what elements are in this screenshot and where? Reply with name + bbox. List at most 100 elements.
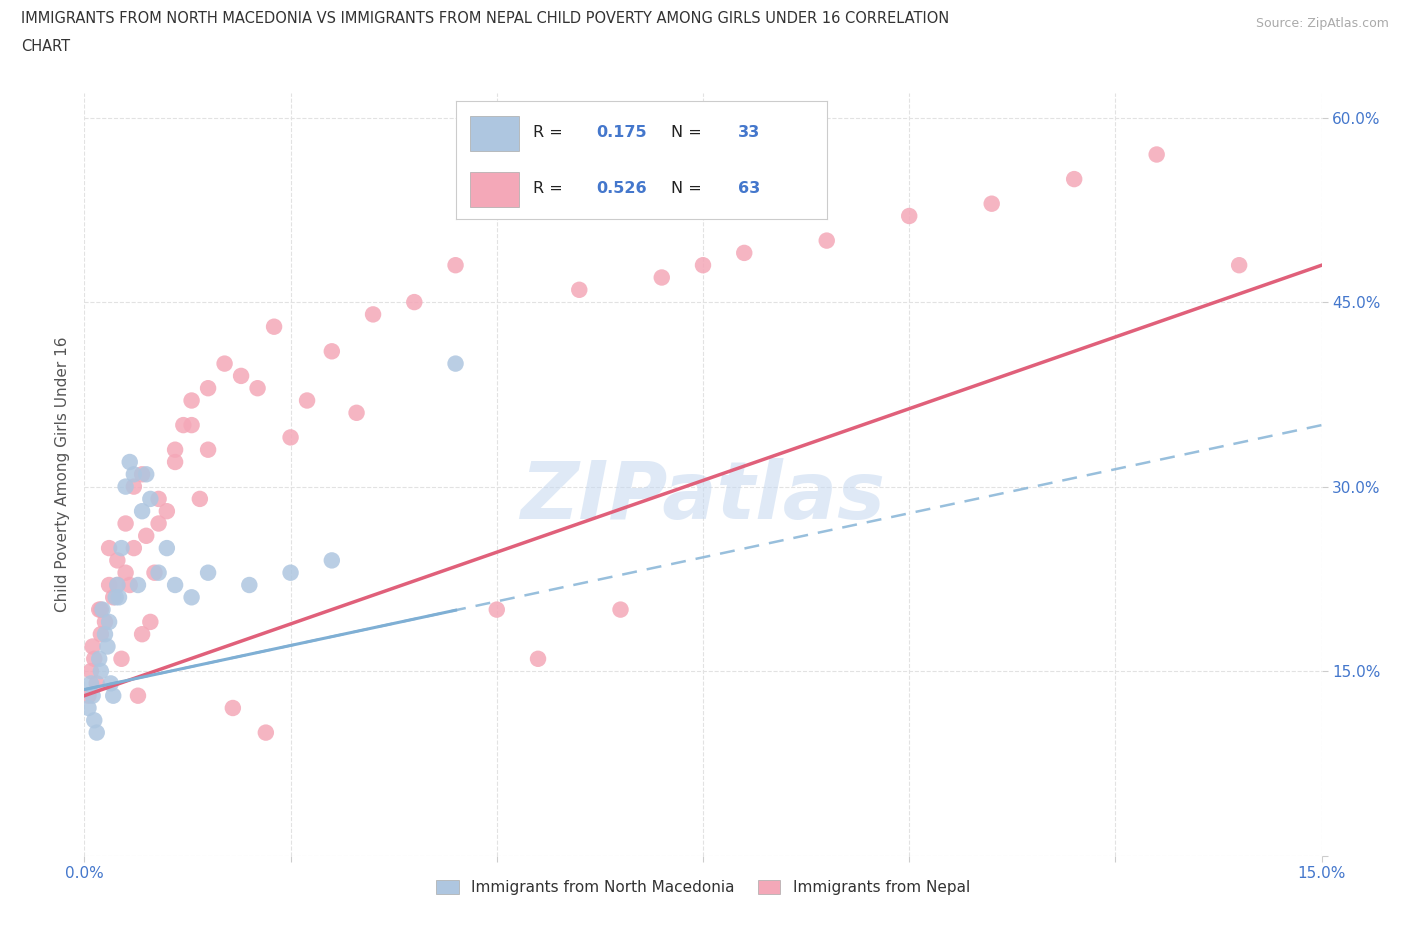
Point <box>485 602 508 617</box>
Point <box>122 467 145 482</box>
Point <box>114 479 136 494</box>
Point <box>77 700 100 715</box>
Point <box>90 627 112 642</box>
Y-axis label: Child Poverty Among Girls Under 16: Child Poverty Among Girls Under 16 <box>55 337 70 612</box>
Text: CHART: CHART <box>21 39 70 54</box>
Point <box>139 491 162 506</box>
Point <box>254 725 277 740</box>
Point <box>404 295 426 310</box>
Point <box>280 565 302 580</box>
Point <box>98 615 121 630</box>
Point <box>80 664 103 679</box>
Point <box>94 627 117 642</box>
Text: Source: ZipAtlas.com: Source: ZipAtlas.com <box>1256 17 1389 30</box>
Point <box>86 676 108 691</box>
Point <box>131 504 153 519</box>
Point <box>108 590 131 604</box>
Point <box>104 590 127 604</box>
Point <box>692 258 714 272</box>
Point <box>980 196 1002 211</box>
Point <box>165 578 187 592</box>
Point <box>148 491 170 506</box>
Point <box>118 455 141 470</box>
Point <box>127 578 149 592</box>
Point <box>118 578 141 592</box>
Point <box>651 270 673 285</box>
Point <box>98 540 121 555</box>
Point <box>100 676 122 691</box>
Point <box>80 676 103 691</box>
Point <box>143 565 166 580</box>
Point <box>127 688 149 703</box>
Point <box>105 578 128 592</box>
Point <box>1227 258 1250 272</box>
Point <box>114 565 136 580</box>
Point <box>172 418 194 432</box>
Point <box>568 283 591 298</box>
Point <box>180 590 202 604</box>
Legend: Immigrants from North Macedonia, Immigrants from Nepal: Immigrants from North Macedonia, Immigra… <box>429 872 977 903</box>
Point <box>180 418 202 432</box>
Point <box>229 368 252 383</box>
Point <box>898 208 921 223</box>
Point <box>135 528 157 543</box>
Point <box>1146 147 1168 162</box>
Point <box>110 651 132 666</box>
Point <box>197 443 219 458</box>
Point <box>238 578 260 592</box>
Point <box>197 380 219 395</box>
Point <box>246 380 269 395</box>
Point <box>91 602 114 617</box>
Point <box>98 578 121 592</box>
Point <box>165 455 187 470</box>
Point <box>1063 172 1085 187</box>
Point <box>83 651 105 666</box>
Point <box>188 491 211 506</box>
Point <box>361 307 384 322</box>
Point <box>77 688 100 703</box>
Point <box>96 639 118 654</box>
Point <box>180 393 202 408</box>
Point <box>527 651 550 666</box>
Point <box>110 540 132 555</box>
Point <box>83 713 105 728</box>
Point <box>139 615 162 630</box>
Point <box>122 540 145 555</box>
Point <box>609 602 631 617</box>
Point <box>444 356 467 371</box>
Point <box>103 590 125 604</box>
Text: IMMIGRANTS FROM NORTH MACEDONIA VS IMMIGRANTS FROM NEPAL CHILD POVERTY AMONG GIR: IMMIGRANTS FROM NORTH MACEDONIA VS IMMIG… <box>21 11 949 26</box>
Point <box>86 725 108 740</box>
Point <box>89 602 111 617</box>
Point <box>321 553 343 568</box>
Point <box>156 540 179 555</box>
Point <box>90 664 112 679</box>
Point <box>214 356 236 371</box>
Point <box>148 516 170 531</box>
Point <box>165 443 187 458</box>
Point <box>346 405 368 420</box>
Point <box>90 602 112 617</box>
Point <box>105 578 128 592</box>
Text: ZIPatlas: ZIPatlas <box>520 458 886 537</box>
Point <box>197 565 219 580</box>
Point <box>321 344 343 359</box>
Point <box>444 258 467 272</box>
Point <box>114 516 136 531</box>
Point <box>131 467 153 482</box>
Point <box>105 553 128 568</box>
Point <box>733 246 755 260</box>
Point <box>263 319 285 334</box>
Point <box>815 233 838 248</box>
Point <box>295 393 318 408</box>
Point <box>135 467 157 482</box>
Point <box>148 565 170 580</box>
Point <box>131 627 153 642</box>
Point <box>122 479 145 494</box>
Point <box>82 688 104 703</box>
Point <box>94 615 117 630</box>
Point <box>89 651 111 666</box>
Point <box>82 639 104 654</box>
Point <box>222 700 245 715</box>
Point <box>103 688 125 703</box>
